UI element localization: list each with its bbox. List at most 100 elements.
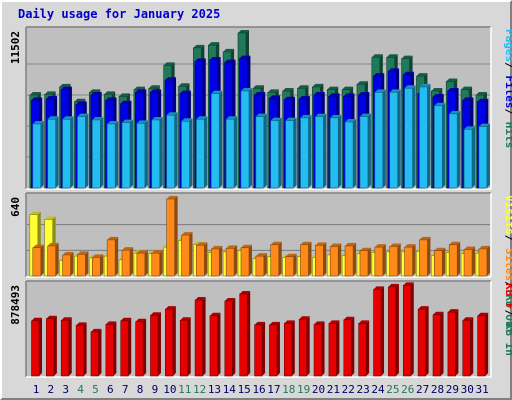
sites-bar xyxy=(315,242,327,277)
day-bar-group xyxy=(313,321,325,377)
kbf-bar xyxy=(284,320,295,377)
y-max-label: 640 xyxy=(9,197,22,217)
day-bar-group xyxy=(135,318,147,377)
x-tick-label: 19 xyxy=(297,383,310,396)
x-tick-label: 24 xyxy=(371,383,385,396)
day-bar-group xyxy=(207,245,223,277)
x-tick-label: 9 xyxy=(152,383,159,396)
day-bar-group xyxy=(224,298,236,377)
day-bar-group xyxy=(207,42,223,189)
day-bar-group xyxy=(297,241,312,277)
legend-entry: Files xyxy=(503,69,512,109)
day-bar-group xyxy=(326,243,342,277)
day-bar-group xyxy=(103,91,119,189)
kbf-bar xyxy=(432,311,444,377)
day-bar-group xyxy=(59,83,74,189)
kbf-bar xyxy=(90,328,102,377)
legend-entry: KB In xyxy=(503,316,512,356)
kbf-bar xyxy=(239,290,251,377)
day-bar-group xyxy=(371,54,386,189)
pages-bar xyxy=(210,90,223,189)
pages-bar xyxy=(359,113,371,189)
pages-bar xyxy=(47,116,59,189)
kbf-bar xyxy=(358,320,370,377)
legend-entry: KB Out xyxy=(503,288,512,334)
pages-bar xyxy=(136,120,148,189)
sites-bar xyxy=(136,250,148,277)
x-tick-label: 25 xyxy=(386,383,399,396)
x-tick-label: 10 xyxy=(163,383,176,396)
x-tick-label: 14 xyxy=(223,383,237,396)
kbf-bar xyxy=(105,321,117,377)
day-bar-group xyxy=(60,317,72,377)
pages-bar xyxy=(419,83,431,189)
sites-bar xyxy=(106,236,119,277)
y-max-label: 878493 xyxy=(9,285,22,325)
day-bar-group xyxy=(88,254,104,277)
pages-bar xyxy=(255,113,267,189)
day-bar-group xyxy=(431,247,446,277)
sites-bar xyxy=(329,243,342,277)
x-tick-label: 20 xyxy=(312,383,325,396)
day-bar-group xyxy=(59,251,74,277)
day-bar-group xyxy=(298,316,310,377)
pages-bar xyxy=(32,120,44,189)
sites-bar xyxy=(300,241,312,277)
day-bar-group xyxy=(477,312,489,377)
kbf-bar xyxy=(254,321,266,377)
pages-bar xyxy=(270,117,282,189)
day-bar-group xyxy=(326,86,342,189)
day-bar-group xyxy=(402,282,414,377)
pages-bar xyxy=(62,116,74,189)
day-bar-group xyxy=(148,250,163,277)
x-tick-label: 27 xyxy=(416,383,429,396)
day-bar-group xyxy=(386,243,401,277)
sites-bar xyxy=(121,247,134,277)
pages-bar xyxy=(344,118,357,189)
day-bar-group xyxy=(401,244,416,277)
pages-bar xyxy=(240,87,252,189)
day-bar-group xyxy=(341,86,357,189)
sites-bar xyxy=(196,242,208,277)
day-bar-group xyxy=(163,62,178,189)
x-tick-label: 8 xyxy=(137,383,144,396)
legend-entry: KB F xyxy=(503,283,512,310)
x-tick-label: 31 xyxy=(476,383,489,396)
day-bar-group xyxy=(386,54,401,189)
sites-bar xyxy=(419,236,431,277)
x-tick-label: 15 xyxy=(238,383,251,396)
sites-bar xyxy=(62,251,74,277)
sites-bar xyxy=(32,244,44,277)
day-bar-group xyxy=(44,216,59,277)
day-bar-group xyxy=(269,321,280,377)
legend-entry: Sites xyxy=(503,241,512,281)
sites-bar xyxy=(77,251,89,277)
day-bar-group xyxy=(165,306,176,377)
kbf-bar xyxy=(46,315,57,377)
legend: Visits/ Sites/ KB Out xyxy=(503,195,512,334)
legend: KB F/ KB In xyxy=(503,283,512,356)
sites-bar xyxy=(374,244,386,277)
day-bar-group xyxy=(416,73,431,189)
sites-bar xyxy=(463,246,476,277)
sites-bar xyxy=(210,245,223,277)
day-bar-group xyxy=(284,320,295,377)
day-bar-group xyxy=(75,322,87,377)
x-tick-label: 29 xyxy=(446,383,459,396)
kbf-bar xyxy=(313,321,325,377)
day-bar-group xyxy=(460,246,476,277)
legend-entry: / xyxy=(503,109,512,116)
day-bar-group xyxy=(44,91,59,189)
kbf-bar xyxy=(224,298,236,377)
x-tick-label: 11 xyxy=(178,383,191,396)
sites-bar xyxy=(225,245,238,277)
sites-bar xyxy=(270,241,282,277)
day-bar-group xyxy=(445,78,461,189)
y-max-label: 11502 xyxy=(9,31,22,64)
day-bar-group xyxy=(475,245,490,277)
day-bar-group xyxy=(252,253,267,277)
day-bar-group xyxy=(46,315,57,377)
day-bar-group xyxy=(29,211,44,277)
